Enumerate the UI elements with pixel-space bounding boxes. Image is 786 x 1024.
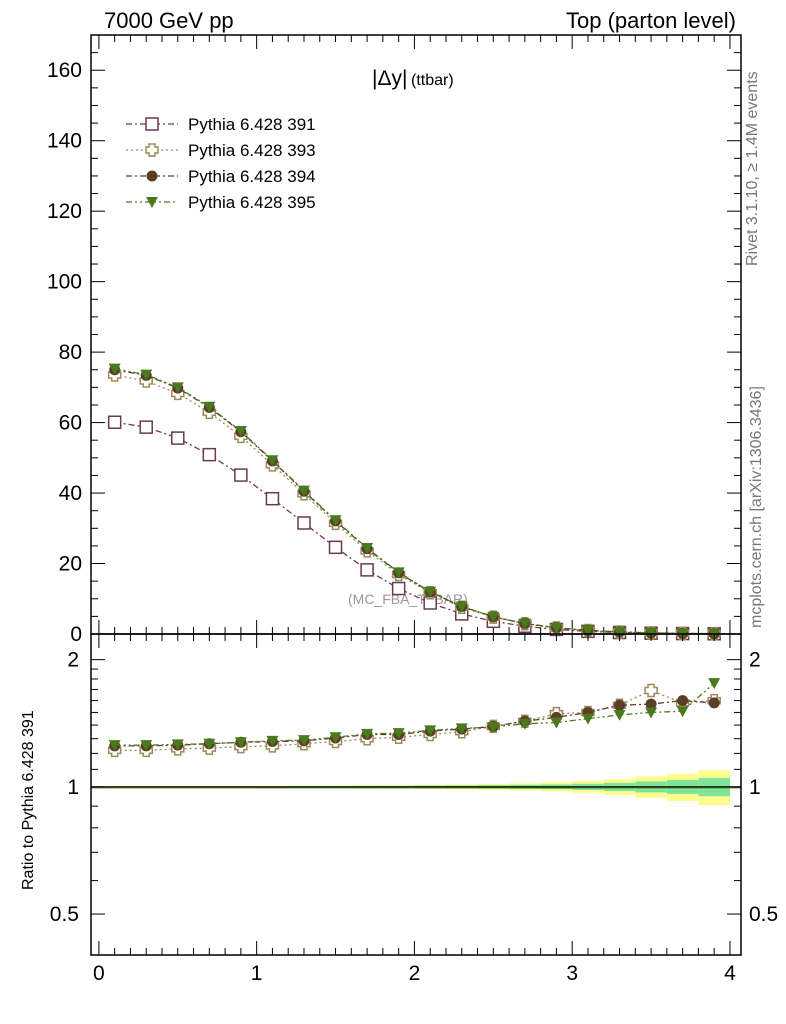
ratio-point [108,740,121,752]
legend-label-391: Pythia 6.428 391 [188,115,316,134]
series-point [487,611,500,623]
legend-label-395: Pythia 6.428 395 [188,193,316,212]
series-point [107,415,122,429]
y-tick-label: 0 [70,623,82,646]
series-point [234,426,247,438]
ratio-point [424,725,437,737]
ratio-point [581,713,594,725]
ratio-panel: 0 1 2 3 4 0.5 0.5 1 1 2 2 [50,633,778,985]
series-point [550,622,563,634]
series-point [581,625,594,637]
series-point [297,516,311,530]
header-right: Top (parton level) [566,8,736,33]
watermark: (MC_FBA_TTBAR) [348,591,468,607]
ratio-point [361,728,374,740]
ratio-point [455,723,468,735]
ratio-frame [90,633,742,956]
ratio-series-line [114,689,715,752]
ratio-point [645,707,658,719]
series-point [328,540,343,555]
series-point [203,401,216,413]
ratio-point [487,722,500,734]
y-tick-label: 20 [59,553,82,576]
series-point [391,581,406,596]
ratio-point [645,698,657,710]
ratio-point [613,709,626,721]
ratio-y-tick-label-right: 0.5 [749,903,778,926]
ratio-point [329,732,342,744]
legend-marker-395 [126,197,178,208]
series-point [455,601,468,613]
series-point [297,485,310,497]
series-point [266,455,279,467]
ratio-point [644,683,658,698]
series-point [424,586,437,598]
series-point [518,618,531,630]
series-point [360,563,374,577]
ratio-point [708,678,721,690]
y-tick-label: 40 [59,482,82,505]
series-point [613,626,626,638]
x-tick-label: 2 [409,962,421,985]
series-point [171,431,185,445]
main-panel: 0 20 40 60 80 100 120 140 160 |Δy| (ttbar) (MC_FBA_… [47,34,742,646]
y-tick-label: 120 [47,200,82,223]
y-tick-label: 160 [47,59,82,82]
ratio-point [266,735,279,747]
series-point [139,420,153,434]
ratio-series-line [114,682,715,746]
x-tick-label: 1 [251,962,263,985]
ratio-point [234,737,247,749]
series-line [114,369,715,635]
series-point [329,515,342,527]
ratio-point [677,695,689,707]
header-left: 7000 GeV pp [104,8,234,33]
ratio-point [392,728,405,740]
y-tick-label: 80 [59,341,82,364]
ratio-y-tick-label-right: 2 [749,649,761,672]
ratio-point [708,697,720,709]
chart-title: |Δy| [372,67,407,90]
series-point [140,369,153,381]
series-point [265,491,280,506]
series-point [108,363,121,375]
series-point [202,447,217,462]
series-point [234,468,248,482]
ratio-point [297,735,310,747]
y-tick-label: 60 [59,412,82,435]
mcplots-label: mcplots.cern.ch [arXiv:1306.3436] [748,386,765,628]
series-point [361,543,374,555]
ratio-y-tick-label-right: 1 [749,776,761,799]
x-tick-label: 4 [724,962,736,985]
ratio-point [203,738,216,750]
series-line [114,374,715,635]
ratio-point [676,706,689,718]
chart-title-sub: (ttbar) [411,72,454,89]
ratio-y-tick-label: 0.5 [50,903,79,926]
ratio-ylabel: Ratio to Pythia 6.428 391 [20,710,37,890]
ratio-point [140,740,153,752]
ratio-point [171,739,184,751]
legend-marker-393 [126,143,178,157]
series-point [171,382,184,394]
y-tick-label: 100 [47,271,82,294]
x-tick-label: 3 [566,962,578,985]
ratio-point [550,717,563,729]
y-tick-label: 140 [47,130,82,153]
legend-label-393: Pythia 6.428 393 [188,141,316,160]
legend-marker-391 [126,117,178,131]
ratio-point [518,718,531,730]
rivet-label: Rivet 3.1.10, ≥ 1.4M events [744,71,761,266]
series-line [114,368,715,635]
x-tick-label: 0 [93,962,105,985]
ratio-y-tick-label: 1 [67,776,79,799]
ratio-point [614,699,626,711]
legend-marker-394 [126,170,178,182]
ratio-y-tick-label: 2 [67,649,79,672]
series-point [392,567,405,579]
legend-label-394: Pythia 6.428 394 [188,167,316,186]
